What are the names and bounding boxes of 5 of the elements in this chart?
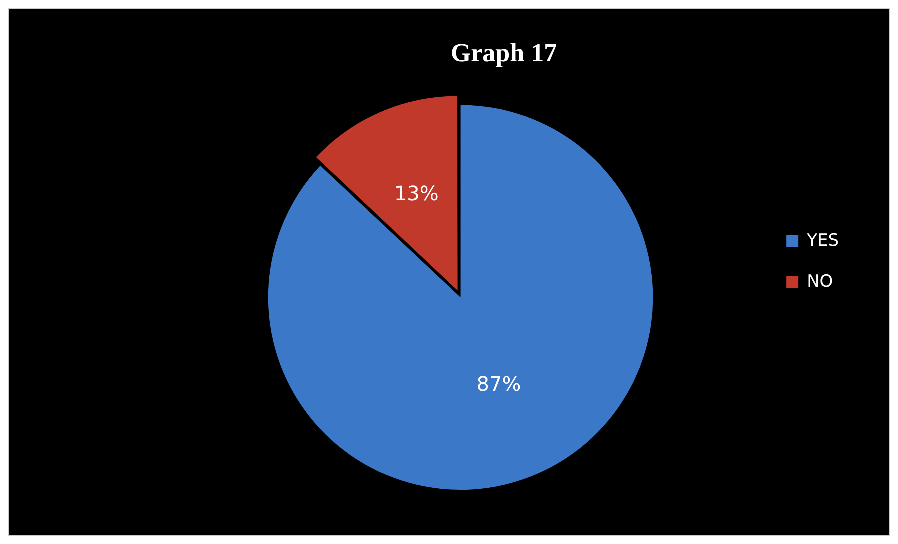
data-label: 87% [476,372,522,396]
data-label: 13% [394,182,439,206]
legend-label: NO [807,272,834,292]
chart-title: Graph 17 [450,38,558,68]
legend-label: YES [806,230,840,251]
